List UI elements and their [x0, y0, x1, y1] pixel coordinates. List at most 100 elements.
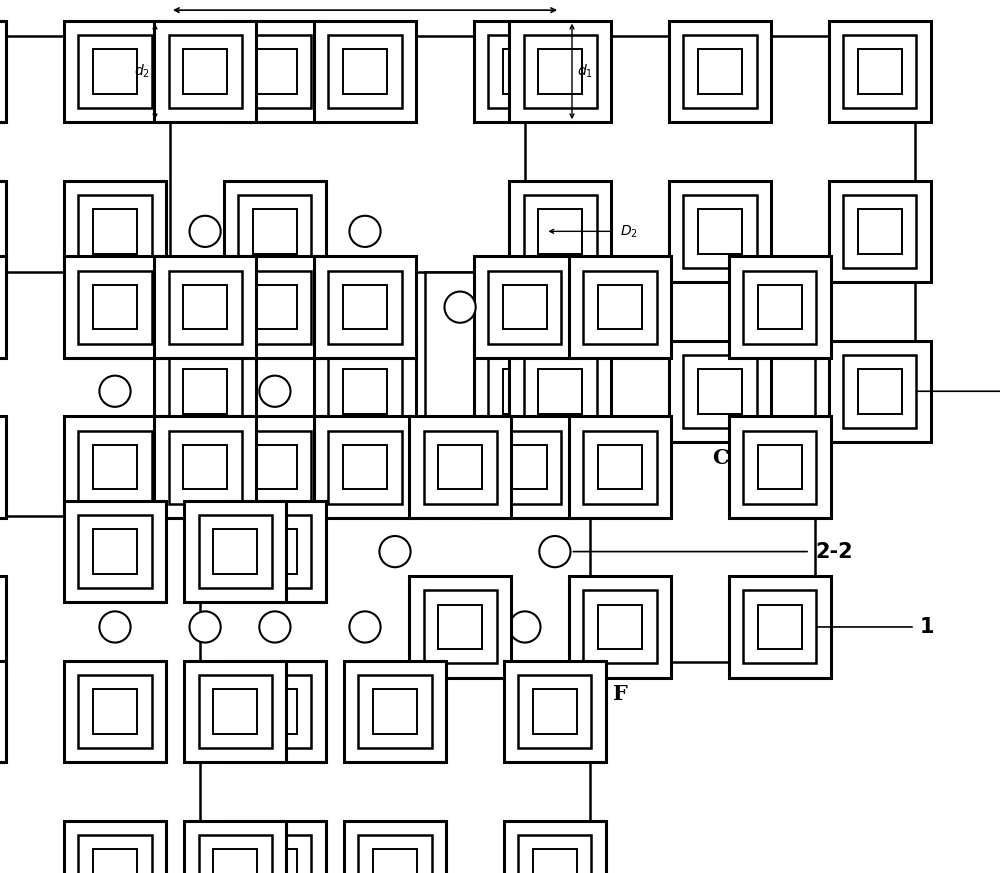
Ellipse shape	[509, 611, 540, 643]
Bar	[78, 271, 152, 344]
Bar	[858, 369, 902, 414]
Bar	[199, 835, 272, 873]
Bar	[858, 209, 902, 254]
Ellipse shape	[259, 375, 291, 407]
Bar	[169, 430, 242, 504]
Bar	[238, 430, 311, 504]
Text: $d_1$: $d_1$	[577, 63, 593, 80]
Bar	[344, 661, 446, 762]
Bar	[224, 416, 326, 518]
Bar	[93, 689, 137, 734]
Bar	[0, 257, 6, 358]
Bar	[474, 257, 576, 358]
Bar	[743, 430, 816, 504]
Bar	[698, 209, 742, 254]
Bar	[373, 689, 417, 734]
Bar	[729, 257, 831, 358]
Ellipse shape	[379, 536, 411, 567]
Bar	[0, 576, 6, 677]
Bar	[170, 272, 560, 662]
Text: F: F	[613, 684, 627, 704]
Bar	[78, 515, 152, 588]
Bar	[343, 444, 387, 490]
Bar	[169, 271, 242, 344]
Bar	[683, 35, 757, 108]
Bar	[843, 35, 916, 108]
Bar	[183, 49, 227, 93]
Bar	[78, 35, 152, 108]
Bar	[524, 354, 597, 428]
Bar	[213, 849, 257, 873]
Bar	[829, 21, 931, 122]
Bar	[213, 529, 257, 574]
Bar	[253, 529, 297, 574]
Bar	[843, 354, 916, 428]
Bar	[509, 340, 611, 442]
Ellipse shape	[99, 375, 131, 407]
Bar	[0, 181, 6, 282]
Bar	[199, 675, 272, 748]
Bar	[474, 340, 576, 442]
Bar	[538, 209, 582, 254]
Bar	[524, 35, 597, 108]
Bar	[669, 21, 771, 122]
Bar	[184, 821, 286, 873]
Bar	[64, 501, 166, 602]
Bar	[314, 21, 416, 122]
Bar	[224, 821, 326, 873]
Bar	[509, 21, 611, 122]
Bar	[569, 257, 671, 358]
Bar	[328, 35, 402, 108]
Bar	[524, 195, 597, 268]
Bar	[683, 195, 757, 268]
Bar	[533, 689, 577, 734]
Ellipse shape	[349, 216, 381, 247]
Bar	[238, 515, 311, 588]
Bar	[93, 49, 137, 93]
Bar	[64, 821, 166, 873]
Text: B: B	[356, 448, 374, 468]
Bar	[238, 195, 311, 268]
Bar	[314, 257, 416, 358]
Bar	[533, 849, 577, 873]
Bar	[93, 209, 137, 254]
Bar	[328, 271, 402, 344]
Bar	[253, 49, 297, 93]
Bar	[509, 181, 611, 282]
Bar	[373, 849, 417, 873]
Bar	[343, 49, 387, 93]
Bar	[503, 49, 547, 93]
Bar	[224, 21, 326, 122]
Bar	[598, 605, 642, 650]
Bar	[328, 354, 402, 428]
Ellipse shape	[259, 611, 291, 643]
Bar	[729, 416, 831, 518]
Bar	[0, 21, 6, 122]
Bar	[64, 661, 166, 762]
Bar	[64, 21, 166, 122]
Bar	[183, 285, 227, 329]
Bar	[538, 369, 582, 414]
Bar	[698, 369, 742, 414]
Bar	[0, 37, 310, 426]
Bar	[698, 49, 742, 93]
Bar	[0, 517, 310, 873]
Text: 1: 1	[920, 617, 934, 637]
Bar	[438, 444, 482, 490]
Bar	[78, 675, 152, 748]
Ellipse shape	[189, 611, 221, 643]
Bar	[253, 849, 297, 873]
Bar	[154, 416, 256, 518]
Bar	[169, 35, 242, 108]
Bar	[518, 675, 591, 748]
Bar	[583, 590, 657, 663]
Bar	[598, 444, 642, 490]
Ellipse shape	[349, 611, 381, 643]
Bar	[0, 272, 310, 662]
Bar	[569, 416, 671, 518]
Bar	[224, 661, 326, 762]
Bar	[314, 416, 416, 518]
Bar	[474, 416, 576, 518]
Bar	[669, 340, 771, 442]
Bar	[93, 529, 137, 574]
